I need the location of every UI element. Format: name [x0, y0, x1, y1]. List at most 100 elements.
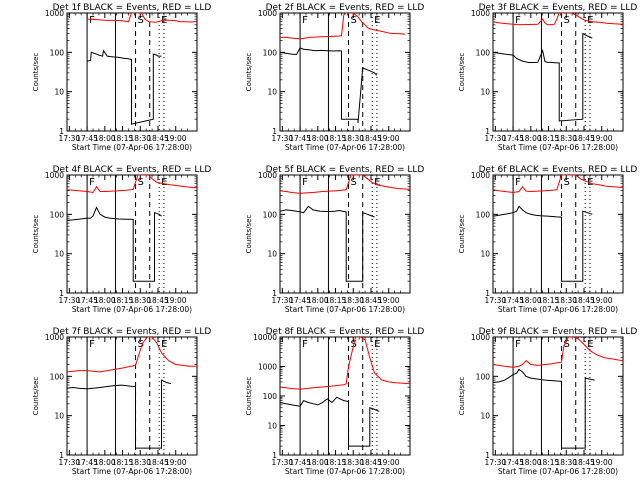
x-tick-label: 18:30 [555, 296, 577, 305]
x-tick-label: 18:00 [307, 458, 329, 467]
marker-label-e: E [161, 177, 167, 188]
x-tick-label: 18:00 [94, 296, 116, 305]
x-tick-label: 19:00 [591, 458, 613, 467]
series-line-red [280, 13, 406, 40]
x-tick-label: 18:30 [129, 458, 151, 467]
marker-label-f: F [89, 177, 95, 188]
marker-label-e: E [161, 339, 167, 350]
x-tick-label: 17:45 [502, 134, 524, 143]
x-tick-label: 18:30 [129, 296, 151, 305]
x-tick-label: 18:00 [94, 458, 116, 467]
x-tick-label: 18:45 [147, 134, 169, 143]
x-tick-label: 17:30 [485, 134, 507, 143]
x-axis-label: Start Time (07-Apr-06 17:28:00) [498, 143, 618, 152]
y-tick-label: 1000 [471, 333, 490, 342]
marker-label-f: F [89, 339, 95, 350]
marker-label-f: F [302, 339, 308, 350]
y-axis-label: Counts/sec [458, 215, 466, 254]
y-tick-label: 10 [480, 88, 490, 97]
x-tick-label: 18:30 [342, 458, 364, 467]
x-tick-label: 18:15 [538, 458, 560, 467]
y-tick-label: 1000 [258, 9, 277, 18]
x-tick-label: 18:30 [129, 134, 151, 143]
x-tick-label: 18:00 [94, 134, 116, 143]
x-tick-label: 18:15 [538, 134, 560, 143]
x-axis-label: Start Time (07-Apr-06 17:28:00) [285, 305, 405, 314]
panel-4: Det 4f BLACK = Events, RED = LLD Counts/s… [32, 165, 211, 314]
marker-label-s: S [564, 177, 570, 188]
x-tick-label: 18:45 [147, 296, 169, 305]
y-tick-label: 100 [263, 392, 278, 401]
series-line-black [280, 396, 380, 447]
y-axis-label: Counts/sec [32, 215, 40, 254]
y-tick-label: 10 [54, 412, 64, 421]
x-tick-label: 18:30 [342, 134, 364, 143]
y-tick-label: 1000 [45, 171, 64, 180]
panel-title: Det 6f BLACK = Events, RED = LLD [479, 165, 638, 175]
x-tick-label: 19:00 [165, 296, 187, 305]
y-tick-label: 10000 [253, 333, 277, 342]
y-tick-label: 10 [480, 250, 490, 259]
y-tick-label: 100 [50, 210, 65, 219]
panel-title: Det 3f BLACK = Events, RED = LLD [479, 3, 638, 13]
panel-title: Det 1f BLACK = Events, RED = LLD [53, 3, 212, 13]
x-tick-label: 18:30 [555, 458, 577, 467]
x-tick-label: 18:45 [573, 458, 595, 467]
marker-label-e: E [374, 177, 380, 188]
y-tick-label: 10 [54, 88, 64, 97]
y-tick-label: 10 [480, 412, 490, 421]
plot-frame [492, 336, 624, 456]
series-line-black [493, 32, 593, 122]
panel-3: Det 3f BLACK = Events, RED = LLD Counts/s… [458, 3, 637, 152]
series-line-red [280, 337, 410, 390]
x-tick-label: 18:45 [573, 134, 595, 143]
y-tick-label: 100 [263, 48, 278, 57]
series-line-red [87, 13, 195, 23]
y-tick-label: 10 [267, 422, 277, 431]
x-tick-label: 19:00 [165, 134, 187, 143]
marker-label-e: E [587, 15, 593, 26]
y-tick-label: 1000 [45, 333, 64, 342]
x-tick-label: 17:30 [59, 458, 81, 467]
y-tick-label: 100 [476, 210, 491, 219]
marker-label-e: E [374, 339, 380, 350]
marker-label-e: E [587, 339, 593, 350]
x-tick-label: 17:45 [502, 296, 524, 305]
y-tick-label: 1 [272, 289, 277, 298]
x-tick-label: 17:45 [76, 458, 98, 467]
x-tick-label: 18:45 [360, 458, 382, 467]
marker-label-s: S [138, 177, 144, 188]
x-tick-label: 17:30 [485, 458, 507, 467]
y-axis-label: Counts/sec [245, 53, 253, 92]
y-tick-label: 100 [50, 372, 65, 381]
y-tick-label: 10 [267, 250, 277, 259]
x-tick-label: 18:15 [325, 134, 347, 143]
x-tick-label: 17:30 [272, 458, 294, 467]
y-axis-label: Counts/sec [458, 377, 466, 416]
y-axis-label: Counts/sec [458, 53, 466, 92]
marker-label-s: S [138, 339, 144, 350]
x-tick-label: 18:15 [538, 296, 560, 305]
panel-title: Det 2f BLACK = Events, RED = LLD [266, 3, 425, 13]
series-line-black [280, 205, 375, 282]
y-tick-label: 1 [485, 127, 490, 136]
plot-frame [66, 336, 198, 456]
panel-1: Det 1f BLACK = Events, RED = LLD Counts/s… [32, 3, 211, 152]
x-tick-label: 18:45 [360, 134, 382, 143]
plot-frame [66, 174, 198, 294]
y-tick-label: 10 [267, 88, 277, 97]
panel-title: Det 8f BLACK = Events, RED = LLD [266, 327, 425, 337]
x-tick-label: 19:00 [165, 458, 187, 467]
marker-label-f: F [89, 15, 95, 26]
x-axis-label: Start Time (07-Apr-06 17:28:00) [72, 467, 192, 476]
y-tick-label: 1 [59, 289, 64, 298]
y-tick-label: 1 [485, 289, 490, 298]
y-axis-label: Counts/sec [32, 377, 40, 416]
y-tick-label: 1 [59, 127, 64, 136]
y-axis-label: Counts/sec [32, 53, 40, 92]
series-line-red [493, 175, 623, 194]
marker-label-f: F [302, 177, 308, 188]
x-axis-label: Start Time (07-Apr-06 17:28:00) [498, 467, 618, 476]
series-line-red [280, 175, 410, 194]
